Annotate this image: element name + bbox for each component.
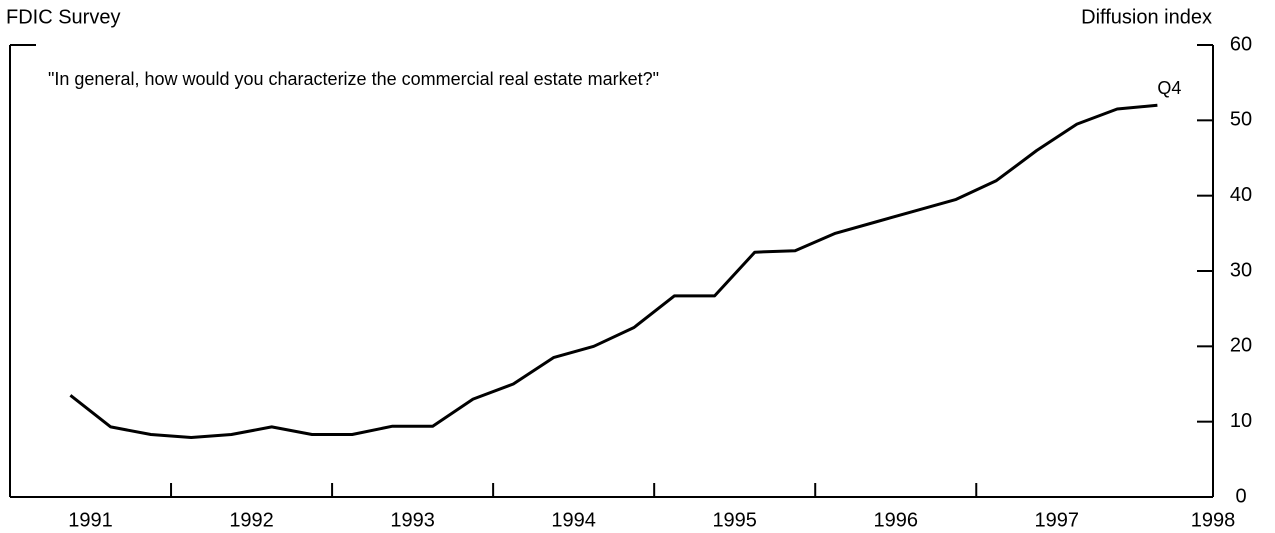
y-axis-label: Diffusion index <box>1081 6 1212 28</box>
subtitle: "In general, how would you characterize … <box>48 69 659 89</box>
y-tick-label: 20 <box>1230 335 1252 357</box>
x-tick-label: 1993 <box>390 509 435 531</box>
x-tick-label: 1995 <box>712 509 757 531</box>
chart-title: FDIC Survey <box>6 6 120 28</box>
x-tick-label: 1997 <box>1035 509 1080 531</box>
x-tick-label: 1992 <box>229 509 274 531</box>
y-tick-label: 60 <box>1230 33 1252 55</box>
x-tick-label: 1998 <box>1191 509 1236 531</box>
y-tick-label: 10 <box>1230 410 1252 432</box>
x-tick-label: 1994 <box>551 509 596 531</box>
x-tick-label: 1996 <box>873 509 918 531</box>
annotation: Q4 <box>1157 78 1181 98</box>
y-tick-label: 40 <box>1230 184 1252 206</box>
data-line <box>69 103 1158 439</box>
x-tick-label: 1991 <box>68 509 113 531</box>
y-tick-label: 30 <box>1230 259 1252 281</box>
y-tick-label: 50 <box>1230 109 1252 131</box>
y-tick-label: 0 <box>1235 485 1246 507</box>
